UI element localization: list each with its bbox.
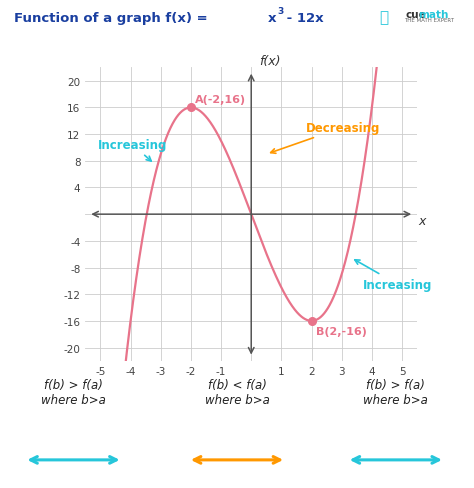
Text: Function of a graph f(x) =: Function of a graph f(x) =: [14, 12, 212, 25]
Text: f(x): f(x): [259, 55, 280, 68]
Text: where b>a: where b>a: [41, 393, 106, 406]
Text: 3: 3: [277, 7, 283, 16]
Text: Increasing: Increasing: [355, 260, 432, 291]
Text: cue: cue: [405, 10, 426, 20]
Text: f(b) > f(a): f(b) > f(a): [44, 378, 103, 391]
Text: A(-2,16): A(-2,16): [195, 95, 246, 105]
Text: Decreasing: Decreasing: [271, 122, 380, 154]
Text: where b>a: where b>a: [364, 393, 428, 406]
Text: 🚀: 🚀: [379, 10, 388, 25]
Text: THE MATH EXPERT: THE MATH EXPERT: [404, 18, 454, 23]
Text: math: math: [418, 10, 448, 20]
Text: x: x: [419, 215, 426, 228]
Text: f(b) < f(a): f(b) < f(a): [208, 378, 266, 391]
Text: - 12x: - 12x: [282, 12, 324, 25]
Text: where b>a: where b>a: [205, 393, 269, 406]
Text: x: x: [268, 12, 276, 25]
Text: Increasing: Increasing: [97, 139, 167, 162]
Text: f(b) > f(a): f(b) > f(a): [366, 378, 425, 391]
Text: B(2,-16): B(2,-16): [316, 326, 367, 337]
